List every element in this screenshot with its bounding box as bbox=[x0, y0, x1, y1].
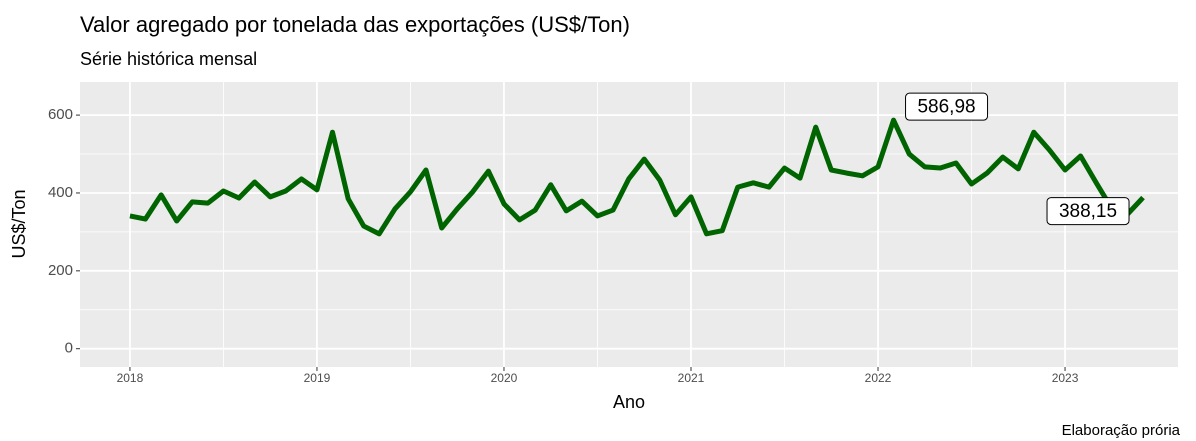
x-tick-label: 2022 bbox=[865, 371, 892, 385]
line-series bbox=[129, 117, 1145, 237]
y-tick-label: 0 bbox=[65, 340, 73, 357]
value-label: 388,15 bbox=[1046, 197, 1130, 226]
caption: Elaboração prória bbox=[1062, 422, 1181, 439]
label-box bbox=[905, 92, 989, 121]
y-tick-label: 600 bbox=[48, 106, 73, 123]
x-tick-label: 2020 bbox=[491, 371, 518, 385]
value-label: 586,98 bbox=[905, 92, 989, 121]
y-axis-title: US$/Ton bbox=[9, 189, 29, 258]
y-tick-label: 200 bbox=[48, 262, 73, 279]
chart-title: Valor agregado por tonelada das exportaç… bbox=[80, 12, 630, 37]
chart-subtitle: Série histórica mensal bbox=[80, 49, 257, 69]
x-tick-label: 2018 bbox=[117, 371, 144, 385]
label-box bbox=[1046, 197, 1130, 226]
y-tick-label: 400 bbox=[48, 184, 73, 201]
data-label: 388,15 bbox=[1059, 201, 1117, 222]
x-tick-label: 2021 bbox=[678, 371, 705, 385]
data-label: 586,98 bbox=[917, 97, 975, 118]
x-tick-label: 2019 bbox=[304, 371, 331, 385]
panel bbox=[80, 82, 1178, 367]
x-axis-title: Ano bbox=[613, 392, 645, 412]
x-tick-label: 2023 bbox=[1052, 371, 1079, 385]
